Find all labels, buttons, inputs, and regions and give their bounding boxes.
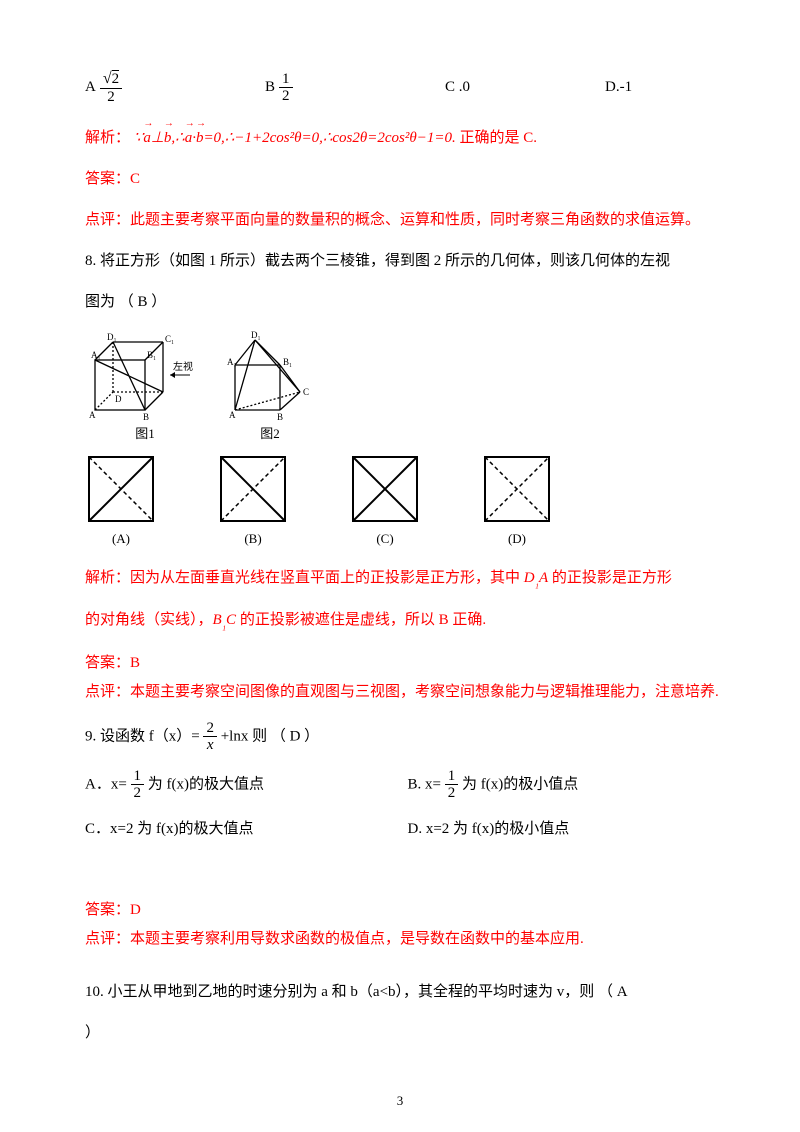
- q9-stem: 9. 设函数 f（x）= 2 x +lnx 则 （ D ）: [85, 720, 730, 754]
- svg-text:A: A: [89, 410, 96, 420]
- svg-text:D₁: D₁: [107, 332, 117, 342]
- svg-text:B₁: B₁: [147, 350, 156, 360]
- opt-c-fig: (C): [349, 453, 421, 550]
- q9-row2: C．x=2 为 f(x)的极大值点 D. x=2 为 f(x)的极小值点: [85, 816, 730, 843]
- svg-text:A: A: [229, 410, 236, 420]
- q7-comment: 点评：此题主要考察平面向量的数量积的概念、运算和性质，同时考察三角函数的求值运算…: [85, 207, 730, 234]
- svg-text:B: B: [277, 412, 283, 420]
- opt-a-caption: (A): [85, 527, 157, 550]
- analysis-label: 解析：: [85, 130, 130, 146]
- q8-stem-1: 8. 将正方形（如图 1 所示）截去两个三棱锥，得到图 2 所示的几何体，则该几…: [85, 248, 730, 275]
- sqrt-val: 2: [112, 70, 120, 87]
- opt-b-fig: (B): [217, 453, 289, 550]
- q7-opt-c: C .0: [445, 74, 605, 101]
- q7-analysis: 解析： ∵a⊥b,∴a·b=0,∴−1+2cos²θ=0,∴cos2θ=2cos…: [85, 125, 730, 152]
- q10-stem-2: ）: [85, 1020, 730, 1047]
- q9-row1: A．x= 12 为 f(x)的极大值点 B. x= 12 为 f(x)的极小值点: [85, 768, 730, 802]
- q7-opt-d: D.-1: [605, 74, 705, 101]
- svg-text:D₁: D₁: [251, 330, 261, 340]
- num-b: 1: [279, 71, 293, 89]
- opt-d-fig: (D): [481, 453, 553, 550]
- q7-opt-a: A √2 2: [85, 70, 265, 105]
- opt-b-label: B: [265, 74, 275, 101]
- q7-answer: 答案：C: [85, 166, 730, 193]
- q9-a-prefix: A．x=: [85, 776, 131, 792]
- q8-figures: A₁ D₁ C₁ B₁ A B D 左视 图1: [85, 330, 730, 551]
- q7-options: A √2 2 B 1 2 C .0 D.-1: [85, 70, 730, 105]
- q9-opt-c: C．x=2 为 f(x)的极大值点: [85, 816, 408, 843]
- frac-b: 1 2: [279, 71, 293, 105]
- q7-opt-b: B 1 2: [265, 71, 445, 105]
- q8-stem-2: 图为 （ B ）: [85, 289, 730, 316]
- svg-text:A₁: A₁: [91, 350, 101, 360]
- fig-2: D₁ A₁ B₁ A B C 图2: [225, 330, 315, 445]
- q9-comment: 点评：本题主要考察利用导数求函数的极值点，是导数在函数中的基本应用.: [85, 926, 730, 953]
- q8-a2-pre: 的对角线（实线），: [85, 612, 213, 628]
- q8-analysis-2: 的对角线（实线），B₁C 的正投影被遮住是虚线，所以 B 正确.: [85, 607, 730, 636]
- svg-text:A₁: A₁: [227, 357, 237, 367]
- q9-b-prefix: B. x=: [408, 776, 445, 792]
- analysis-tail: 正确的是 C.: [460, 130, 538, 146]
- q8-comment: 点评：本题主要考察空间图像的直观图与三视图，考察空间想象能力与逻辑推理能力，注意…: [85, 679, 730, 706]
- q9-den: x: [203, 737, 217, 754]
- q9-num: 2: [203, 720, 217, 738]
- q8-analysis-prefix: 解析：因为从左面垂直光线在竖直平面上的正投影是正方形，其中: [85, 570, 524, 586]
- q8-a2-suf: 的正投影被遮住是虚线，所以 B 正确.: [236, 612, 486, 628]
- opt-c-caption: (C): [349, 527, 421, 550]
- opt-d-caption: (D): [481, 527, 553, 550]
- fig-1: A₁ D₁ C₁ B₁ A B D 左视 图1: [85, 330, 205, 445]
- svg-text:B₁: B₁: [283, 357, 292, 367]
- svg-text:C: C: [303, 387, 309, 397]
- q9-opt-b: B. x= 12 为 f(x)的极小值点: [408, 768, 731, 802]
- q10-stem-1: 10. 小王从甲地到乙地的时速分别为 a 和 b（a<b），其全程的平均时速为 …: [85, 979, 730, 1006]
- svg-text:D: D: [115, 394, 122, 404]
- q9-b-suffix: 为 f(x)的极小值点: [462, 776, 578, 792]
- svg-text:B: B: [143, 412, 149, 420]
- fig1-caption: 图1: [85, 422, 205, 445]
- svg-text:C₁: C₁: [165, 334, 174, 344]
- opt-b-caption: (B): [217, 527, 289, 550]
- q8-answer: 答案：B: [85, 650, 730, 677]
- opt-a-fig: (A): [85, 453, 157, 550]
- fig2-caption: 图2: [225, 422, 315, 445]
- den-a: 2: [100, 89, 122, 106]
- q9-opt-a: A．x= 12 为 f(x)的极大值点: [85, 768, 408, 802]
- page-number: 3: [0, 1089, 800, 1112]
- q9-opt-d: D. x=2 为 f(x)的极小值点: [408, 816, 731, 843]
- q8-analysis-1: 解析：因为从左面垂直光线在竖直平面上的正投影是正方形，其中 D₁A 的正投影是正…: [85, 565, 730, 594]
- opt-a-label: A: [85, 74, 96, 101]
- svg-text:左视: 左视: [173, 360, 193, 373]
- q9-a-suffix: 为 f(x)的极大值点: [148, 776, 264, 792]
- q8-analysis-mid: 的正投影是正方形: [548, 570, 672, 586]
- q9-frac: 2 x: [203, 720, 217, 754]
- frac-a: √2 2: [100, 70, 122, 105]
- sqrt-icon: √: [103, 70, 112, 87]
- den-b: 2: [279, 88, 293, 105]
- q9-stem-suffix: +lnx 则 （ D ）: [221, 728, 319, 744]
- q9-stem-prefix: 9. 设函数 f（x）=: [85, 728, 203, 744]
- q9-answer: 答案：D: [85, 897, 730, 924]
